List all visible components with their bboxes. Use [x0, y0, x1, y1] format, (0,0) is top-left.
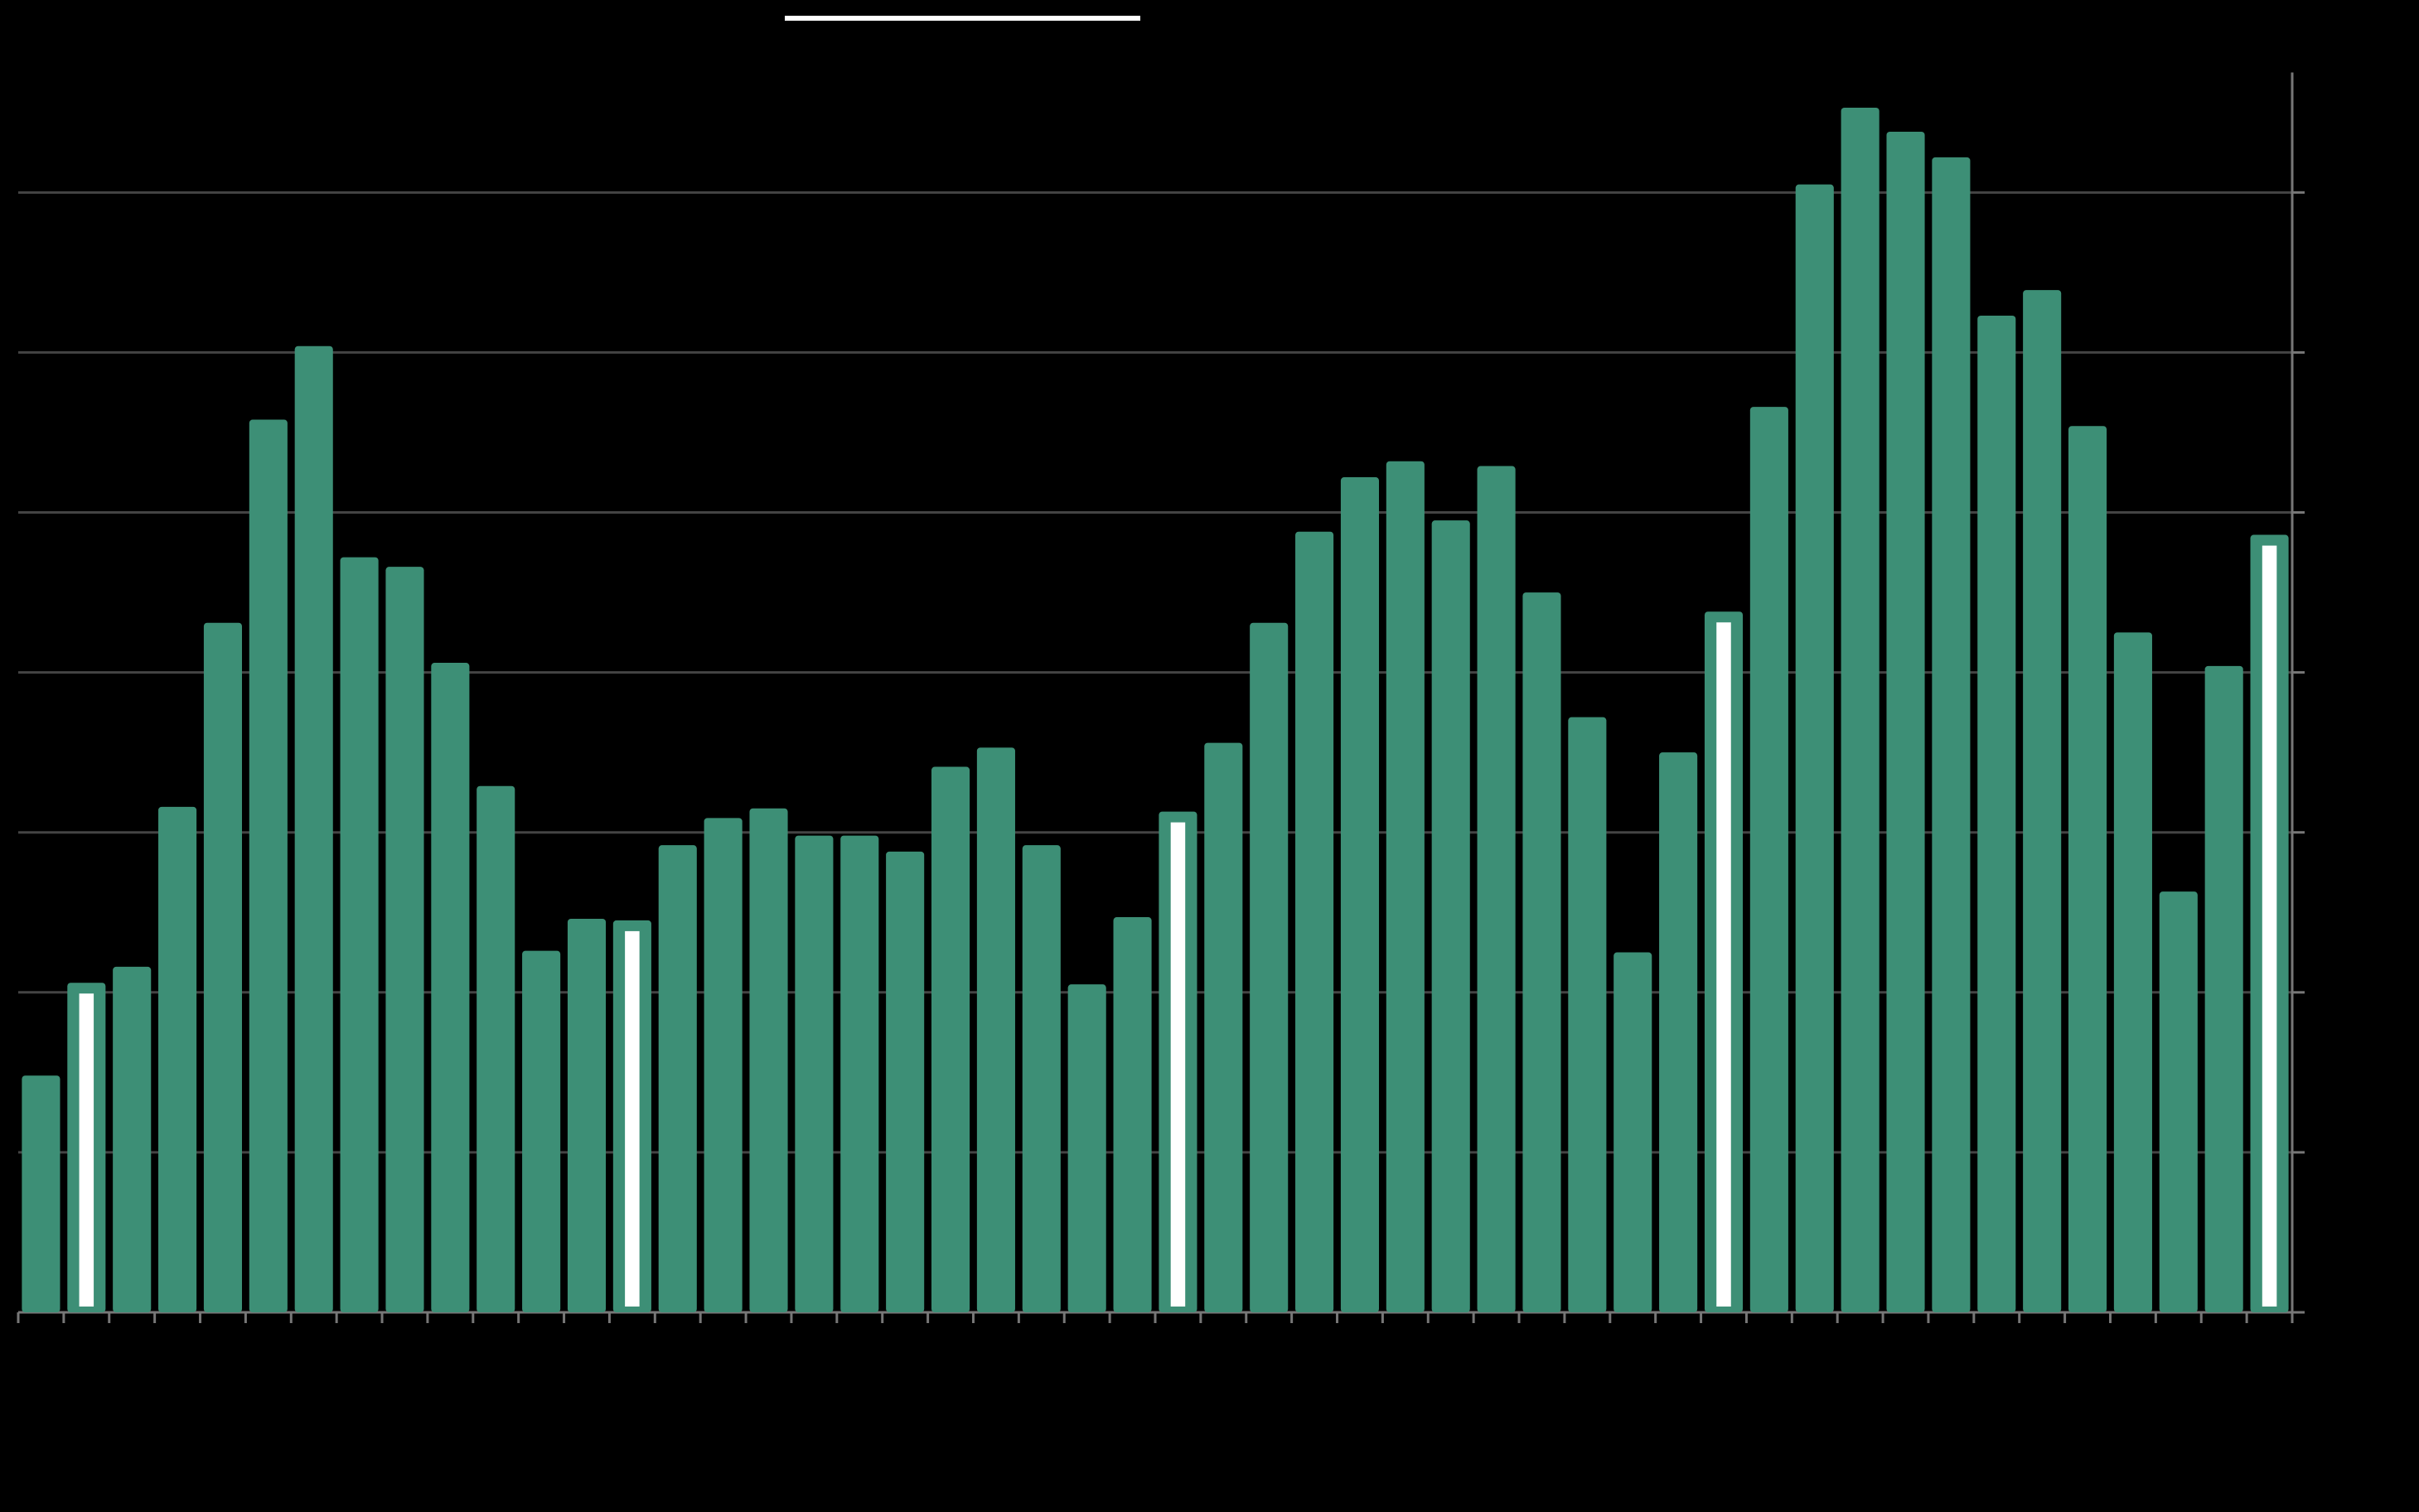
bar	[1749, 407, 1788, 1312]
bar	[1477, 466, 1516, 1312]
bar	[2023, 290, 2062, 1313]
bar	[294, 345, 333, 1312]
bar	[158, 806, 197, 1312]
bar	[203, 622, 243, 1312]
bar	[1659, 752, 1698, 1312]
bar	[567, 918, 607, 1312]
bar	[113, 966, 152, 1312]
bar	[1977, 316, 2016, 1313]
bar	[1295, 531, 1334, 1312]
bar	[340, 557, 379, 1312]
bar	[1250, 622, 1289, 1312]
bar	[1022, 845, 1061, 1312]
bar	[1431, 520, 1470, 1312]
bar	[1067, 984, 1106, 1312]
bar	[522, 950, 561, 1312]
bar	[704, 818, 743, 1312]
bar	[976, 747, 1015, 1312]
bar	[1568, 717, 1607, 1312]
bar	[886, 851, 925, 1312]
bar	[431, 663, 470, 1312]
bar	[1522, 592, 1561, 1312]
bar	[1113, 917, 1152, 1312]
bar	[2159, 891, 2198, 1312]
bar	[1841, 107, 1880, 1312]
bar	[2204, 665, 2243, 1312]
bar	[931, 766, 970, 1312]
bar	[249, 419, 288, 1312]
bar	[840, 835, 879, 1312]
bar-highlight	[1170, 822, 1186, 1307]
bar-highlight	[79, 993, 94, 1307]
bar	[749, 808, 788, 1312]
bar	[2068, 426, 2107, 1312]
bar	[1613, 952, 1652, 1312]
bar	[1386, 461, 1425, 1313]
bar-highlight	[1716, 622, 1731, 1307]
bar-highlight	[2262, 545, 2277, 1307]
bar	[1204, 742, 1243, 1312]
bar-highlight	[625, 930, 640, 1307]
bar	[1795, 184, 1834, 1313]
bar	[1932, 157, 1971, 1312]
bar	[22, 1075, 60, 1312]
bar	[1886, 131, 1925, 1312]
bar	[385, 567, 424, 1312]
bar	[2113, 632, 2152, 1312]
legend-line	[785, 16, 1140, 21]
bar	[795, 835, 834, 1312]
bar	[1340, 477, 1380, 1312]
bar	[658, 845, 697, 1312]
bar	[477, 785, 515, 1312]
